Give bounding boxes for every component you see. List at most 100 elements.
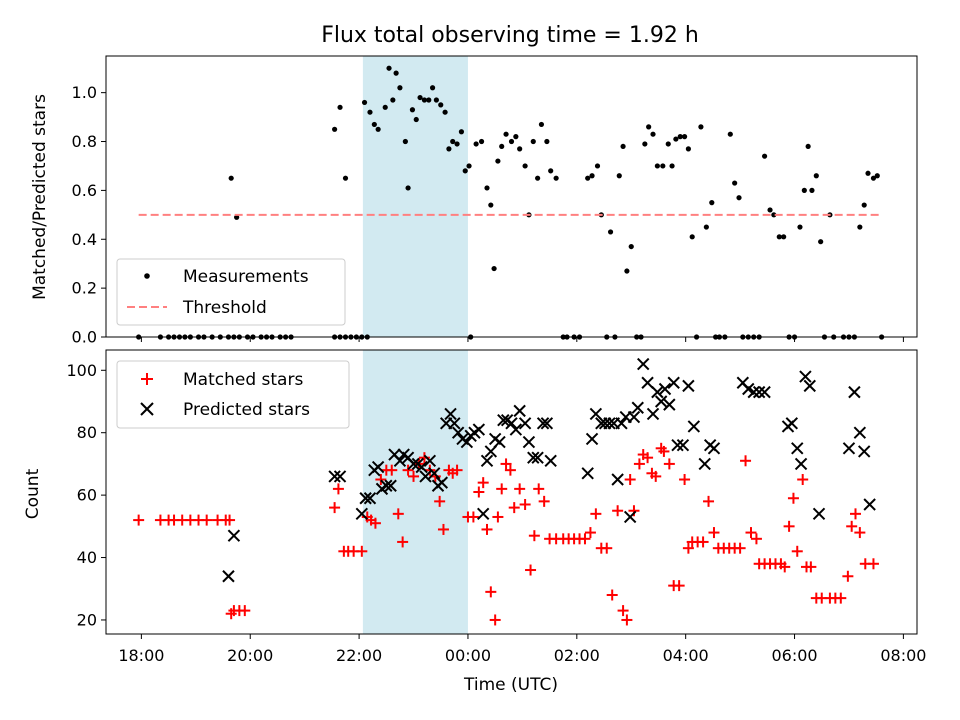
measurement-point — [473, 141, 479, 147]
predicted-star-point — [676, 438, 690, 452]
matched-star-point — [612, 505, 624, 517]
predicted-star-point — [509, 423, 523, 436]
measurement-point — [727, 131, 733, 137]
predicted-star-point — [513, 404, 526, 418]
legend-threshold-label: Threshold — [182, 298, 267, 318]
predicted-star-point — [651, 385, 664, 399]
matched-star-point — [682, 542, 694, 554]
matched-star-point — [650, 470, 662, 482]
count-y-label: Count — [23, 468, 43, 519]
predicted-star-point — [444, 407, 457, 421]
matched-star-point — [492, 511, 504, 523]
matched-star-point — [525, 564, 537, 576]
measurement-point — [673, 136, 679, 142]
predicted-star-point — [536, 417, 550, 430]
y-tick-label: 0.4 — [72, 230, 97, 249]
matched-star-point — [332, 483, 344, 495]
ratio-plot-frame — [105, 55, 918, 338]
predicted-star-point — [355, 507, 369, 521]
matched-star-point — [791, 545, 803, 557]
matched-star-point — [477, 477, 489, 489]
matched-star-point — [434, 495, 446, 507]
measurement-point — [624, 268, 630, 274]
predicted-star-point — [687, 420, 701, 433]
predicted-star-point — [863, 498, 876, 511]
predicted-star-point — [615, 417, 628, 430]
predicted-star-point — [658, 382, 672, 396]
measurement-point — [818, 239, 824, 245]
predicted-star-point — [603, 417, 616, 430]
matched-star-point — [504, 464, 516, 476]
predicted-star-point — [611, 473, 624, 486]
counts-plot-frame — [105, 349, 918, 635]
y-tick-label: 0.0 — [72, 328, 97, 347]
measurement-point — [462, 168, 468, 174]
measurement-point — [797, 224, 803, 230]
measurement-point — [685, 146, 691, 152]
predicted-star-point — [505, 417, 518, 430]
predicted-star-point — [480, 454, 494, 467]
measurement-point — [442, 109, 448, 115]
counts-legend: Matched stars Predicted stars — [116, 360, 350, 429]
matched-star-point — [805, 561, 817, 573]
measurement-point — [429, 85, 436, 91]
predicted-star-point — [799, 370, 812, 383]
legend-matched-label: Matched stars — [183, 370, 303, 390]
measurement-point — [426, 97, 432, 103]
measurement-point — [484, 185, 490, 191]
matched-star-point — [473, 486, 485, 498]
x-tick-label: 04:00 — [663, 646, 709, 665]
predicted-star-point — [407, 457, 420, 471]
predicted-star-point — [853, 426, 867, 439]
ratio-y-label: Matched/Predicted stars — [30, 94, 50, 300]
measurement-point — [371, 121, 377, 128]
ratio-panel: 0.0 0.2 0.4 0.6 0.8 1.0 Matched/Predicted sta… — [30, 55, 918, 347]
count-y-axis: 20 40 60 80 100 — [66, 361, 106, 629]
measurement-point — [397, 85, 403, 91]
matched-star-point — [485, 586, 497, 598]
measurement-point — [594, 163, 601, 169]
measurement-point — [417, 94, 423, 101]
measurement-point — [616, 173, 622, 179]
matched-star-point — [606, 589, 618, 601]
measurement-point — [548, 168, 554, 174]
measurement-point — [413, 116, 419, 123]
matched-star-point — [779, 561, 791, 573]
measurement-point — [503, 131, 509, 137]
matched-star-point — [451, 464, 463, 476]
matched-star-point — [740, 455, 752, 467]
measurement-point — [767, 207, 773, 213]
measurement-point — [861, 202, 867, 208]
legend-predicted-label: Predicted stars — [183, 400, 310, 420]
measurement-point — [517, 146, 523, 152]
predicted-star-point — [428, 467, 441, 480]
observing-window-span — [362, 56, 468, 337]
y-tick-label: 0.8 — [72, 132, 97, 151]
measurement-point — [607, 229, 614, 235]
predicted-star-point — [794, 457, 808, 471]
measurement-point — [478, 138, 485, 145]
measurement-point — [337, 104, 343, 110]
x-tick-label: 18:00 — [118, 646, 164, 665]
matched-star-point — [386, 464, 398, 476]
chart-title: Flux total observing time = 1.92 h — [321, 23, 699, 48]
measurement-point — [654, 163, 660, 169]
predicted-star-point — [522, 435, 536, 449]
matched-star-point — [663, 458, 675, 470]
measurement-point — [813, 173, 819, 179]
measurement-point — [409, 107, 416, 113]
predicted-star-point — [518, 417, 532, 430]
predicted-star-point — [380, 479, 393, 492]
predicted-star-point — [333, 470, 347, 483]
matched-star-point — [624, 474, 636, 486]
measurement-point — [466, 163, 472, 169]
measurement-point — [703, 224, 709, 230]
y-tick-label: 1.0 — [72, 83, 97, 102]
predicted-star-point — [646, 407, 660, 421]
measurement-point — [402, 138, 408, 145]
predicted-star-point — [384, 479, 397, 492]
matched-star-point — [224, 514, 236, 526]
matched-star-point — [835, 592, 847, 604]
matched-star-point — [854, 527, 866, 539]
measurement-point — [361, 99, 368, 106]
